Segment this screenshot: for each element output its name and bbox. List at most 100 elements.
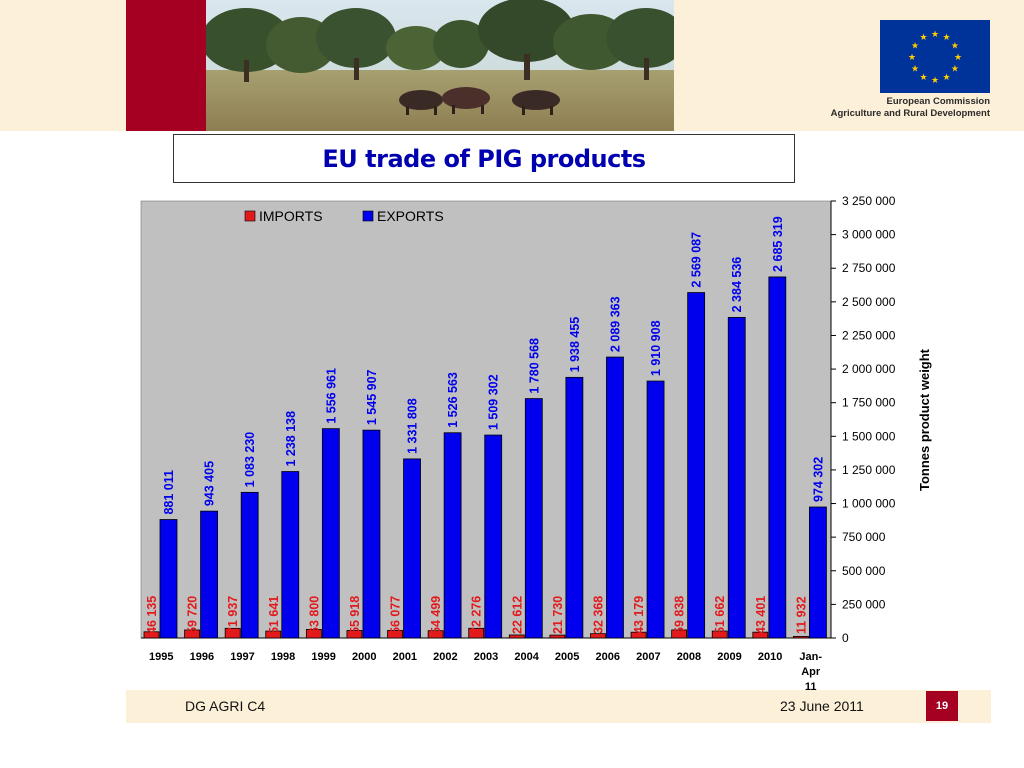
export-bar xyxy=(321,428,340,639)
export-bar xyxy=(443,432,462,639)
x-tick-label: 2002 xyxy=(433,651,457,663)
import-data-label: 55 918 xyxy=(348,596,362,634)
import-bar xyxy=(224,627,241,639)
eu-flag-logo: ★ ★★★★★★★★★★★ xyxy=(880,20,990,93)
export-data-label: 1 545 907 xyxy=(365,369,379,425)
x-tick-label: 1997 xyxy=(230,651,254,663)
import-data-label: 51 662 xyxy=(713,596,727,634)
export-bar xyxy=(524,398,543,639)
import-data-label: 22 612 xyxy=(510,596,524,634)
import-data-label: 59 720 xyxy=(186,596,200,634)
export-bar xyxy=(281,471,300,639)
eu-star-icon: ★ xyxy=(954,53,962,63)
x-tick-label: 1998 xyxy=(271,651,295,663)
import-data-label: 63 800 xyxy=(307,596,321,634)
import-bar xyxy=(468,627,485,639)
legend-imports-swatch xyxy=(244,210,256,222)
y-tick-label: 1 750 000 xyxy=(842,396,896,410)
export-bar xyxy=(159,519,178,639)
export-data-label: 881 011 xyxy=(162,470,176,515)
eu-star-icon: ★ xyxy=(951,65,959,75)
x-tick-label: 2010 xyxy=(758,651,782,663)
pigs-in-field-photo xyxy=(206,0,674,131)
import-bar xyxy=(711,630,728,639)
x-tick-label: Jan- xyxy=(799,651,822,663)
import-data-label: 43 401 xyxy=(754,596,768,634)
export-data-label: 2 569 087 xyxy=(690,232,704,288)
footer-date: 23 June 2011 xyxy=(780,698,864,714)
trade-bar-chart: 0 250 000 500 000 750 000 1 000 000 1 250 000… xyxy=(140,194,932,693)
import-bar xyxy=(265,630,282,639)
footer-department: DG AGRI C4 xyxy=(185,698,266,714)
legend-imports-label: IMPORTS xyxy=(259,208,323,224)
export-data-label: 974 302 xyxy=(811,457,825,502)
import-bar xyxy=(508,634,525,639)
x-tick-label: 1999 xyxy=(311,651,335,663)
export-bar xyxy=(362,429,381,639)
export-bar xyxy=(687,292,706,639)
export-bar xyxy=(484,434,503,639)
import-bar xyxy=(671,629,688,639)
import-data-label: 32 368 xyxy=(591,596,605,634)
eu-star-icon: ★ xyxy=(951,42,959,52)
footer-band xyxy=(126,690,991,723)
eu-star-icon: ★ xyxy=(919,73,927,83)
import-bar xyxy=(549,634,566,639)
x-tick-label: 2007 xyxy=(636,651,660,663)
page-title: EU trade of PIG products xyxy=(322,144,646,173)
import-bar xyxy=(793,635,809,639)
import-data-label: 46 135 xyxy=(145,596,159,634)
y-tick-label: 1 250 000 xyxy=(842,463,896,477)
banner-red-block xyxy=(126,0,206,131)
import-bar xyxy=(346,630,363,639)
export-bar xyxy=(200,510,218,639)
x-tick-label: 2004 xyxy=(514,651,539,663)
x-tick-label: 2003 xyxy=(474,651,498,663)
import-data-label: 43 179 xyxy=(632,596,646,634)
y-tick-label: 1 500 000 xyxy=(842,429,896,443)
export-bar xyxy=(727,316,746,639)
export-data-label: 1 509 302 xyxy=(487,374,501,430)
export-data-label: 1 331 808 xyxy=(406,398,420,454)
x-tick-label: 1995 xyxy=(149,651,173,663)
export-data-label: 1 910 908 xyxy=(649,320,663,376)
y-tick-label: 2 500 000 xyxy=(842,295,896,309)
export-bar xyxy=(403,458,421,639)
eu-star-icon: ★ xyxy=(919,33,927,43)
y-axis-label: Tonnes product weight xyxy=(917,348,932,491)
ec-org-name: European Commission Agriculture and Rura… xyxy=(800,96,990,120)
title-box: EU trade of PIG products xyxy=(173,134,795,183)
y-tick-label: 3 000 000 xyxy=(842,228,896,242)
export-data-label: 1 556 961 xyxy=(324,368,338,424)
import-data-label: 54 499 xyxy=(429,596,443,634)
y-tick-label: 2 750 000 xyxy=(842,261,896,275)
import-bar xyxy=(427,630,444,639)
export-data-label: 1 780 568 xyxy=(527,338,541,394)
export-bar xyxy=(240,491,259,639)
import-data-label: 56 077 xyxy=(389,596,403,634)
export-data-label: 1 526 563 xyxy=(446,372,460,428)
x-tick-label: 2006 xyxy=(596,651,620,663)
x-tick-label: Apr xyxy=(801,666,821,678)
import-data-label: 51 641 xyxy=(267,596,281,634)
x-tick-label: 11 xyxy=(805,681,817,693)
y-tick-label: 500 000 xyxy=(842,564,886,578)
export-data-label: 2 089 363 xyxy=(608,296,622,352)
x-tick-label: 1996 xyxy=(190,651,214,663)
x-tick-label: 2000 xyxy=(352,651,376,663)
x-tick-label: 2009 xyxy=(717,651,741,663)
export-data-label: 1 238 138 xyxy=(284,411,298,467)
import-data-label: 71 937 xyxy=(226,596,240,634)
import-bar xyxy=(630,631,647,639)
export-data-label: 2 685 319 xyxy=(771,216,785,272)
eu-star-icon: ★ xyxy=(911,65,919,75)
export-bar xyxy=(809,506,827,639)
y-tick-label: 3 250 000 xyxy=(842,194,896,208)
import-bar xyxy=(305,629,322,639)
y-tick-label: 750 000 xyxy=(842,530,886,544)
import-bar xyxy=(387,630,403,639)
eu-star-icon: ★ xyxy=(931,76,939,86)
import-data-label: 11 932 xyxy=(794,596,808,634)
import-data-label: 72 276 xyxy=(470,596,484,634)
eu-star-icon: ★ xyxy=(942,33,950,43)
